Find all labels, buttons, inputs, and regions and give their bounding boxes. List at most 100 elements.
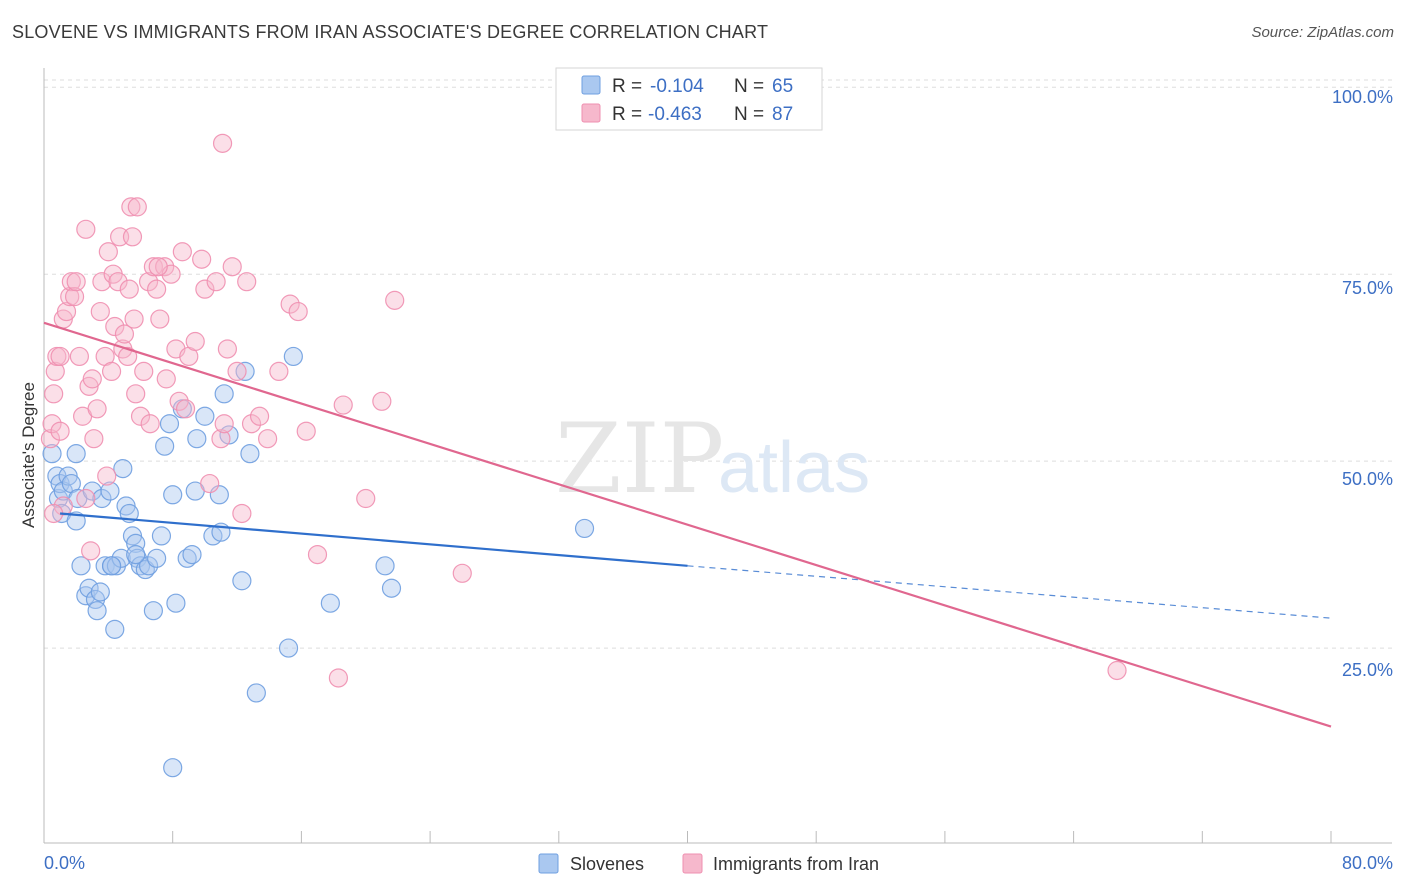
- point-slovenes: [235, 361, 255, 382]
- point-iran: [98, 242, 118, 262]
- legend-n-value-iran: 87: [772, 104, 793, 125]
- series-swatch-iran: [682, 853, 703, 874]
- point-iran: [147, 279, 167, 299]
- point-slovenes: [126, 544, 146, 565]
- point-iran: [150, 309, 170, 329]
- series-label-slovenes: Slovenes: [570, 854, 644, 874]
- point-slovenes: [42, 444, 62, 464]
- point-slovenes: [66, 444, 86, 464]
- point-iran: [258, 429, 278, 449]
- y-tick-label: 100.0%: [1332, 87, 1393, 107]
- point-slovenes: [79, 578, 99, 598]
- point-iran: [121, 197, 141, 217]
- point-iran: [1107, 660, 1127, 681]
- point-iran: [227, 361, 247, 382]
- point-iran: [92, 272, 112, 292]
- point-iran: [126, 384, 146, 404]
- axes: 100.0% 75.0% 50.0% 25.0% 0.0% 80.0%: [43, 68, 1393, 873]
- point-iran: [76, 219, 96, 239]
- point-iran: [206, 272, 226, 292]
- point-slovenes: [320, 593, 340, 613]
- point-iran: [217, 339, 237, 359]
- trend-lines: [43, 321, 1332, 728]
- y-tick-label: 25.0%: [1342, 660, 1393, 680]
- point-iran: [169, 391, 189, 411]
- point-iran: [333, 395, 353, 415]
- point-slovenes: [92, 488, 112, 509]
- point-iran: [127, 197, 147, 217]
- point-iran: [87, 399, 107, 419]
- point-iran: [90, 301, 110, 322]
- point-slovenes: [113, 459, 133, 479]
- point-slovenes: [87, 601, 107, 621]
- point-slovenes: [232, 571, 252, 591]
- source-label: Source: ZipAtlas.com: [1251, 24, 1394, 41]
- point-iran: [42, 414, 62, 434]
- point-slovenes: [71, 556, 91, 576]
- point-slovenes: [166, 593, 186, 613]
- legend-n-label-iran: N =: [734, 104, 764, 125]
- trend-line-slovenes-extension: [687, 565, 1332, 619]
- chart-title: SLOVENE VS IMMIGRANTS FROM IRAN ASSOCIAT…: [12, 22, 769, 42]
- point-iran: [307, 544, 328, 565]
- point-slovenes: [101, 556, 122, 576]
- point-slovenes: [126, 533, 146, 553]
- watermark-atlas: atlas: [718, 428, 870, 508]
- point-iran: [212, 133, 233, 153]
- point-iran: [211, 429, 231, 449]
- point-slovenes: [163, 758, 183, 778]
- correlation-legend: R = -0.104 N = 65 R = -0.463 N = 87: [555, 67, 823, 131]
- point-slovenes: [574, 518, 595, 539]
- point-slovenes: [143, 601, 163, 621]
- point-slovenes: [151, 526, 172, 546]
- point-iran: [119, 279, 139, 299]
- point-iran: [148, 257, 168, 277]
- point-iran: [61, 272, 81, 292]
- x-tick-label-min: 0.0%: [44, 853, 85, 873]
- point-iran: [214, 414, 234, 434]
- point-iran: [45, 361, 65, 382]
- point-iran: [76, 488, 96, 509]
- point-slovenes: [381, 578, 402, 598]
- point-iran: [241, 414, 262, 434]
- legend-n-value-slovenes: 65: [772, 76, 793, 97]
- point-iran: [82, 369, 102, 389]
- point-iran: [40, 429, 61, 449]
- point-iran: [249, 406, 270, 426]
- point-iran: [140, 414, 160, 434]
- point-slovenes: [187, 429, 207, 449]
- point-iran: [44, 384, 64, 404]
- legend-r-value-iran: -0.463: [648, 104, 702, 125]
- point-iran: [232, 503, 252, 524]
- point-iran: [155, 257, 175, 277]
- point-iran: [328, 668, 349, 688]
- point-slovenes: [155, 436, 175, 456]
- point-iran: [385, 290, 405, 310]
- point-slovenes: [246, 683, 266, 703]
- point-iran: [175, 399, 196, 419]
- point-iran: [130, 406, 151, 426]
- point-iran: [56, 301, 77, 322]
- legend-swatch-iran: [581, 103, 601, 123]
- legend-n-label-slovenes: N =: [734, 76, 764, 97]
- point-slovenes: [100, 481, 120, 501]
- point-iran: [356, 488, 376, 509]
- legend-r-label-slovenes: R =: [612, 76, 642, 97]
- point-slovenes: [66, 511, 86, 531]
- point-slovenes: [182, 544, 202, 565]
- point-iran: [185, 331, 205, 352]
- watermark: ZIP atlas: [555, 403, 870, 515]
- point-iran: [50, 346, 70, 367]
- point-iran: [138, 272, 159, 292]
- point-iran: [452, 563, 472, 583]
- point-iran: [156, 369, 176, 389]
- point-iran: [288, 301, 308, 322]
- point-iran: [200, 473, 220, 494]
- y-tick-label: 75.0%: [1342, 278, 1393, 298]
- series-swatch-slovenes: [538, 853, 559, 874]
- point-iran: [84, 429, 104, 449]
- point-slovenes: [214, 384, 234, 404]
- point-iran: [195, 279, 215, 299]
- point-slovenes: [195, 406, 215, 426]
